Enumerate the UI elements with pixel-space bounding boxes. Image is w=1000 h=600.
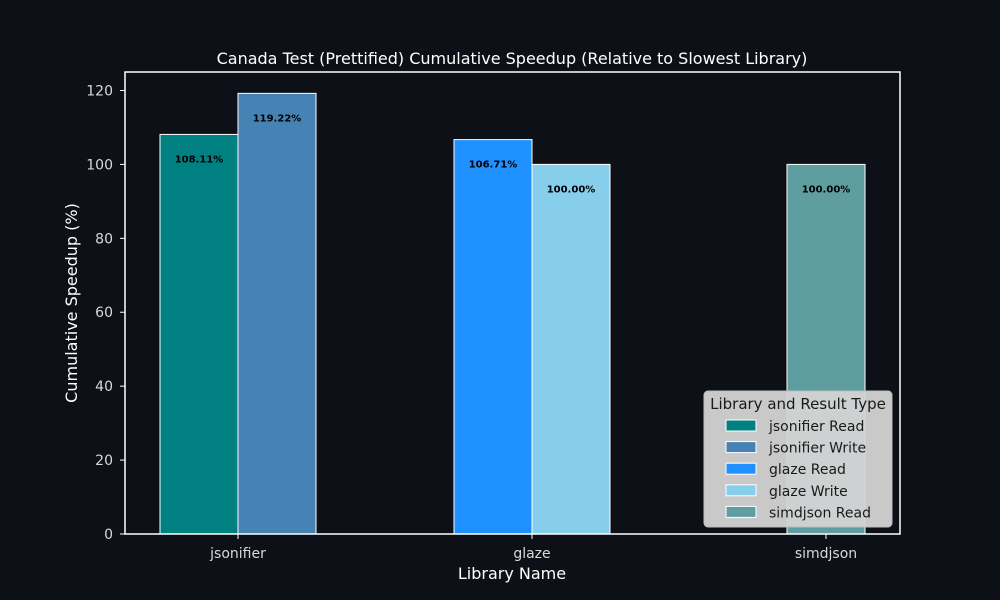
legend-entry: simdjson Read (769, 505, 871, 521)
y-axis-label: Cumulative Speedup (%) (62, 203, 81, 403)
y-tick-label: 120 (86, 83, 113, 99)
bar-value-label: 100.00% (547, 184, 596, 195)
chart-title: Canada Test (Prettified) Cumulative Spee… (217, 49, 808, 68)
y-tick-label: 40 (95, 379, 113, 395)
bar-value-label: 100.00% (802, 184, 851, 195)
y-tick-label: 0 (104, 527, 113, 543)
x-tick-label-simdjson: simdjson (795, 546, 857, 562)
legend-entry: glaze Write (769, 484, 848, 500)
bar-value-label: 106.71% (469, 160, 518, 171)
bar-glaze-write (531, 163, 611, 535)
legend-swatch (725, 505, 757, 518)
legend-entry: jsonifier Read (768, 419, 864, 435)
y-tick-label: 100 (86, 157, 113, 173)
bar-value-label: 119.22% (253, 113, 302, 124)
y-tick-label: 80 (95, 231, 113, 247)
y-tick-label: 60 (95, 305, 113, 321)
bar-value-label: 108.11% (175, 154, 224, 165)
legend-swatch (725, 441, 757, 454)
x-axis-label: Library Name (458, 564, 566, 583)
legend-entry: jsonifier Write (768, 441, 866, 457)
x-tick-label-glaze: glaze (513, 546, 550, 562)
legend-title: Library and Result Type (710, 395, 886, 413)
bar-jsonifier-write (237, 92, 317, 535)
legend-swatch (725, 419, 757, 432)
legend-swatch (725, 462, 757, 475)
legend-swatch (725, 484, 757, 497)
bar-glaze-read (453, 139, 533, 535)
y-tick-label: 20 (95, 453, 113, 469)
legend-entry: glaze Read (769, 462, 846, 478)
x-tick-label-jsonifier: jsonifier (209, 546, 266, 562)
axes-group: 0 20 40 60 80 100 120 jsonifier glaze simdjson (86, 71, 901, 562)
bar-jsonifier-read (159, 133, 239, 535)
plot-frame (124, 71, 901, 535)
legend: Library and Result Type jsonifier Read jso… (703, 390, 893, 528)
